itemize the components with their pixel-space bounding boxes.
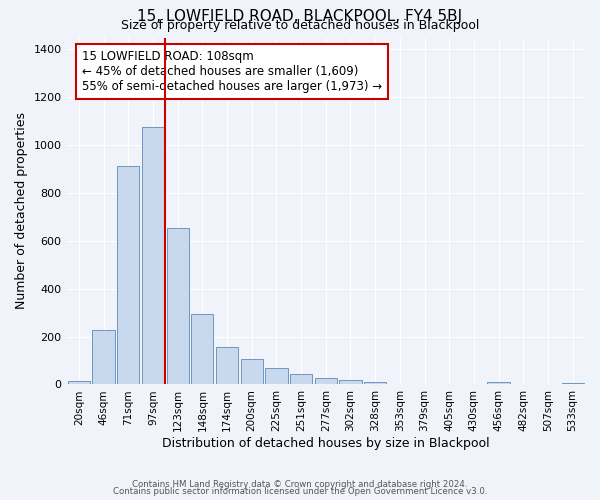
Text: 15 LOWFIELD ROAD: 108sqm
← 45% of detached houses are smaller (1,609)
55% of sem: 15 LOWFIELD ROAD: 108sqm ← 45% of detach… xyxy=(82,50,382,92)
Bar xyxy=(191,314,214,384)
Bar xyxy=(265,368,287,384)
X-axis label: Distribution of detached houses by size in Blackpool: Distribution of detached houses by size … xyxy=(162,437,490,450)
Bar xyxy=(92,330,115,384)
Bar xyxy=(142,127,164,384)
Text: 15, LOWFIELD ROAD, BLACKPOOL, FY4 5BJ: 15, LOWFIELD ROAD, BLACKPOOL, FY4 5BJ xyxy=(137,9,463,24)
Bar xyxy=(167,228,189,384)
Bar xyxy=(340,380,362,384)
Bar xyxy=(314,378,337,384)
Bar xyxy=(290,374,312,384)
Bar xyxy=(68,381,90,384)
Bar xyxy=(487,382,510,384)
Bar xyxy=(241,358,263,384)
Text: Contains public sector information licensed under the Open Government Licence v3: Contains public sector information licen… xyxy=(113,487,487,496)
Bar xyxy=(216,347,238,385)
Bar xyxy=(117,166,139,384)
Text: Contains HM Land Registry data © Crown copyright and database right 2024.: Contains HM Land Registry data © Crown c… xyxy=(132,480,468,489)
Bar xyxy=(364,382,386,384)
Text: Size of property relative to detached houses in Blackpool: Size of property relative to detached ho… xyxy=(121,19,479,32)
Y-axis label: Number of detached properties: Number of detached properties xyxy=(15,112,28,310)
